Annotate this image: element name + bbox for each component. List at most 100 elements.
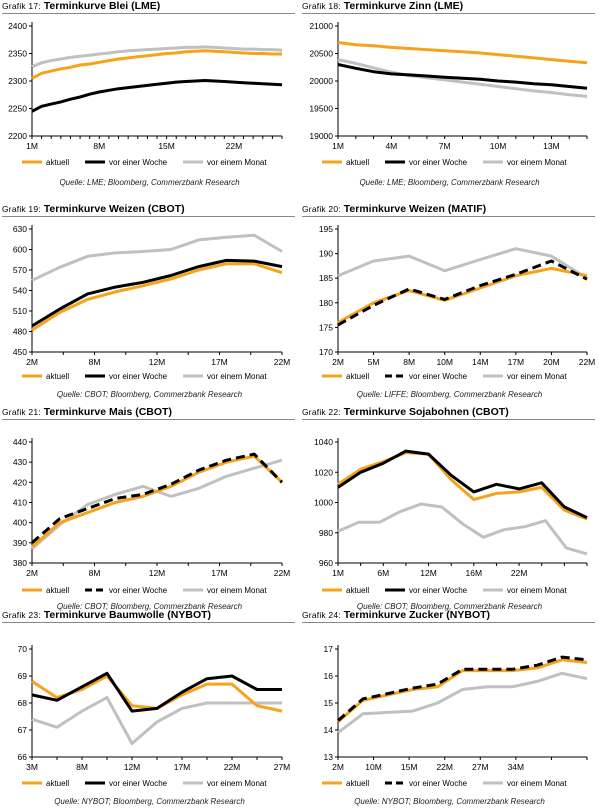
legend-label: aktuell — [46, 158, 69, 167]
y-tick-label: 66 — [18, 752, 28, 762]
y-tick-label: 2250 — [8, 104, 27, 114]
x-tick-label: 1M — [26, 141, 38, 151]
y-tick-label: 960 — [319, 558, 333, 568]
source-note: Quelle: LME; Bloomberg, Commerzbank Rese… — [59, 178, 240, 187]
source-note: Quelle: NYBOT; Bloomberg, Commerzbank Re… — [54, 797, 245, 806]
x-tick-label: 17M — [174, 762, 191, 772]
x-tick-label: 15M — [158, 141, 175, 151]
x-tick-label: 1M — [332, 568, 344, 578]
chart-title: Grafik 21: Terminkurve Mais (CBOT) — [2, 406, 295, 420]
x-tick-label: 10M — [490, 141, 507, 151]
chart-prefix: Grafik 19: — [2, 204, 41, 214]
legend-label: vor einer Woche — [409, 779, 468, 788]
y-tick-label: 2200 — [8, 131, 27, 141]
chart-5: 960 980 1000 1020 1040 1M 6M 12M 16M 22M aktuell vo… — [314, 437, 588, 595]
chart-title: Grafik 18: Terminkurve Zinn (LME) — [302, 0, 595, 14]
x-tick-label: 14M — [472, 357, 489, 367]
chart-name: Terminkurve Mais (CBOT) — [43, 406, 172, 418]
y-tick-label: 17 — [324, 644, 334, 654]
y-tick-label: 20000 — [309, 76, 333, 86]
y-tick-label: 390 — [13, 538, 27, 548]
y-tick-label: 190 — [319, 249, 333, 259]
x-tick-label: 22M — [436, 762, 453, 772]
y-tick-label: 410 — [13, 498, 27, 508]
x-tick-label: 2M — [26, 568, 38, 578]
chart-title: Grafik 20: Terminkurve Weizen (MATIF) — [302, 203, 595, 217]
y-tick-label: 70 — [18, 644, 28, 654]
chart-name: Terminkurve Blei (LME) — [43, 0, 161, 12]
x-tick-label: 22M — [274, 357, 291, 367]
y-tick-label: 2300 — [8, 76, 27, 86]
chart-0: 2200 2250 2300 2350 2400 1M 8M 15M 22M aktuell vor… — [8, 21, 283, 167]
y-tick-label: 13 — [324, 752, 334, 762]
chart-name: Terminkurve Baumwolle (NYBOT) — [43, 609, 212, 621]
legend-label: aktuell — [46, 779, 69, 788]
x-tick-label: 8M — [89, 568, 101, 578]
chart-prefix: Grafik 23: — [2, 610, 41, 620]
series-line-vor-einer-Woche — [31, 452, 284, 544]
y-tick-label: 195 — [319, 224, 333, 234]
series-line-aktuell — [31, 49, 282, 80]
y-tick-label: 20500 — [309, 49, 333, 59]
y-tick-label: 2350 — [8, 49, 27, 59]
x-tick-label: 27M — [274, 762, 291, 772]
chart-title: Grafik 23: Terminkurve Baumwolle (NYBOT) — [2, 609, 295, 623]
x-tick-label: 2M — [332, 762, 344, 772]
legend-label: aktuell — [346, 779, 369, 788]
series-line-aktuell — [31, 454, 284, 549]
source-note: Quelle: LME; Bloomberg, Commerzbank Rese… — [359, 178, 540, 187]
series-line-vor-einer-Woche — [337, 63, 588, 90]
title-rule — [2, 622, 295, 623]
x-tick-label: 12M — [149, 357, 166, 367]
chart-2: 450 480 510 540 570 600 630 2M 8M 12M 17M 22M aktuel… — [13, 224, 291, 381]
x-tick-label: 17M — [211, 357, 228, 367]
source-note: Quelle: LIFFE; Bloomberg, Commerzbank Re… — [356, 390, 543, 399]
y-tick-label: 21000 — [309, 21, 333, 31]
y-tick-label: 1000 — [314, 498, 333, 508]
chart-1: 19000 19500 20000 20500 21000 1M 4M 7M 10M 13M akt… — [309, 21, 588, 167]
series-line-aktuell — [337, 266, 588, 324]
legend-label: vor einem Monat — [507, 779, 567, 788]
chart-prefix: Grafik 17: — [2, 1, 41, 11]
x-tick-label: 17M — [508, 357, 525, 367]
y-tick-label: 67 — [18, 725, 28, 735]
x-tick-label: 22M — [579, 357, 596, 367]
legend-label: aktuell — [346, 158, 369, 167]
y-tick-label: 69 — [18, 671, 28, 681]
x-tick-label: 4M — [385, 141, 397, 151]
series-line-vor-einem-Monat — [31, 696, 282, 745]
chart-title: Grafik 19: Terminkurve Weizen (CBOT) — [2, 203, 295, 217]
y-tick-label: 980 — [319, 528, 333, 538]
legend-label: aktuell — [346, 372, 369, 381]
series-line-vor-einer-Woche — [31, 258, 283, 328]
series-line-vor-einem-Monat — [337, 502, 588, 556]
x-tick-label: 8M — [93, 141, 105, 151]
title-rule — [302, 13, 595, 14]
chart-4: 380 390 400 410 420 430 440 2M 8M 12M 17M 22M aktuel… — [13, 437, 291, 595]
series-line-aktuell — [31, 262, 283, 332]
x-tick-label: 34M — [508, 762, 525, 772]
title-rule — [302, 419, 595, 420]
legend-label: vor einer Woche — [109, 158, 168, 167]
legend-label: vor einer Woche — [109, 372, 168, 381]
chart-prefix: Grafik 18: — [302, 1, 341, 11]
legend-label: aktuell — [346, 586, 369, 595]
chart-prefix: Grafik 21: — [2, 407, 41, 417]
panel-3: Grafik 20: Terminkurve Weizen (MATIF) 17… — [300, 203, 599, 405]
series-line-vor-einem-Monat — [31, 458, 283, 551]
series-line-vor-einer-Woche — [337, 655, 588, 722]
x-tick-label: 12M — [149, 568, 166, 578]
chart-title: Grafik 17: Terminkurve Blei (LME) — [2, 0, 295, 14]
y-tick-label: 450 — [13, 347, 27, 357]
chart-name: Terminkurve Zinn (LME) — [343, 0, 464, 12]
legend-label: aktuell — [46, 372, 69, 381]
x-tick-label: 22M — [226, 141, 243, 151]
x-tick-label: 8M — [89, 357, 101, 367]
x-tick-label: 15M — [401, 762, 418, 772]
chart-prefix: Grafik 20: — [302, 204, 341, 214]
x-tick-label: 13M — [543, 141, 560, 151]
y-tick-label: 510 — [13, 306, 27, 316]
x-tick-label: 22M — [511, 568, 528, 578]
series-line-vor-einem-Monat — [31, 45, 283, 69]
x-tick-label: 22M — [274, 568, 291, 578]
